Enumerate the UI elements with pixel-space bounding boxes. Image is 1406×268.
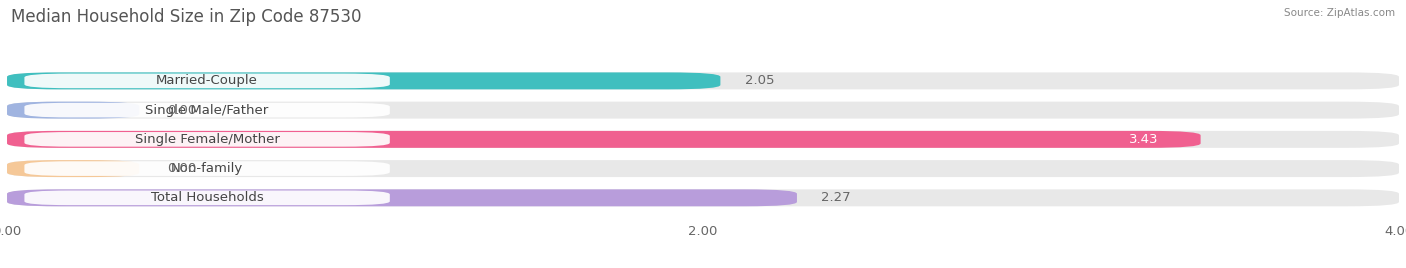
Text: Single Male/Father: Single Male/Father — [145, 104, 269, 117]
Text: Non-family: Non-family — [172, 162, 243, 175]
FancyBboxPatch shape — [24, 74, 389, 88]
FancyBboxPatch shape — [7, 131, 1399, 148]
FancyBboxPatch shape — [24, 103, 389, 117]
Text: Median Household Size in Zip Code 87530: Median Household Size in Zip Code 87530 — [11, 8, 361, 26]
Text: 0.00: 0.00 — [167, 104, 197, 117]
FancyBboxPatch shape — [7, 189, 797, 206]
Text: 2.05: 2.05 — [745, 75, 775, 87]
FancyBboxPatch shape — [24, 132, 389, 147]
FancyBboxPatch shape — [7, 72, 720, 89]
FancyBboxPatch shape — [7, 189, 1399, 206]
FancyBboxPatch shape — [7, 131, 1201, 148]
FancyBboxPatch shape — [7, 102, 1399, 119]
Text: Total Households: Total Households — [150, 191, 263, 204]
Text: Source: ZipAtlas.com: Source: ZipAtlas.com — [1284, 8, 1395, 18]
Text: 3.43: 3.43 — [1129, 133, 1159, 146]
Text: Married-Couple: Married-Couple — [156, 75, 259, 87]
FancyBboxPatch shape — [24, 191, 389, 205]
FancyBboxPatch shape — [7, 102, 139, 119]
Text: 0.00: 0.00 — [167, 162, 197, 175]
FancyBboxPatch shape — [7, 160, 139, 177]
FancyBboxPatch shape — [7, 160, 1399, 177]
FancyBboxPatch shape — [7, 72, 1399, 89]
FancyBboxPatch shape — [24, 161, 389, 176]
Text: 2.27: 2.27 — [821, 191, 851, 204]
Text: Single Female/Mother: Single Female/Mother — [135, 133, 280, 146]
